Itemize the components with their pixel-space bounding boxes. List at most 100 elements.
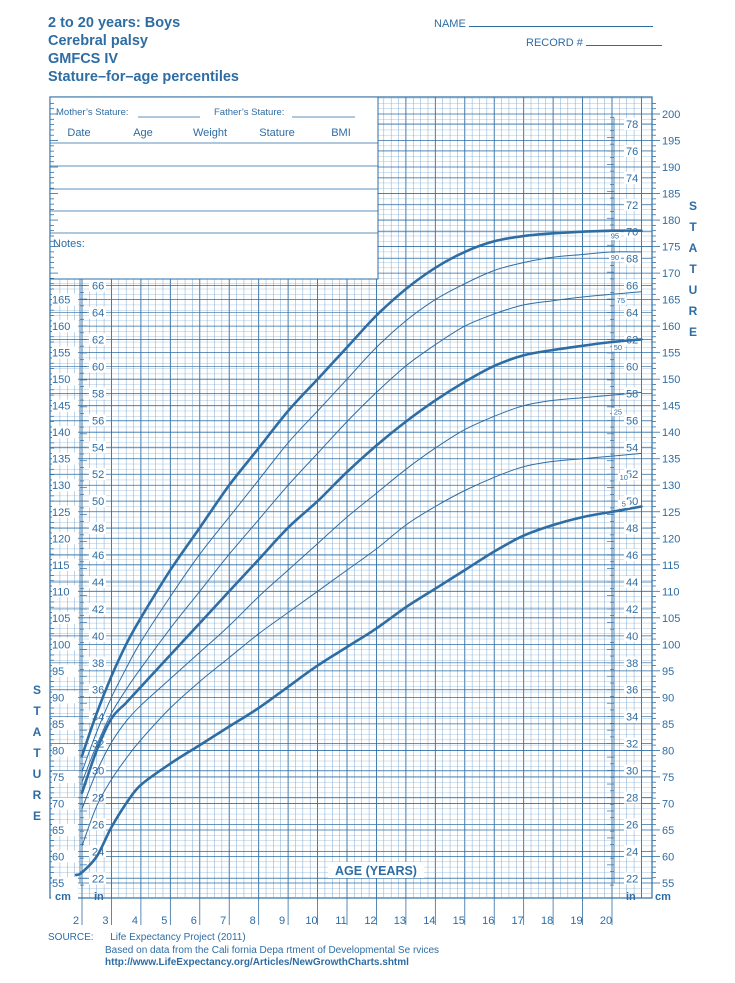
inch-label-right: 78 (626, 119, 638, 131)
y-tick-label-left: 120 (52, 533, 70, 545)
tick-label-bg (661, 744, 685, 757)
inch-label-right: 76 (626, 146, 638, 158)
title-line-1: 2 to 20 years: Boys (48, 15, 181, 31)
y-tick-label-right: 150 (662, 374, 680, 386)
y-tick-label-right: 195 (662, 136, 680, 148)
inch-label-right: 44 (626, 577, 638, 589)
inch-label-right: 64 (626, 308, 638, 320)
name-field[interactable]: NAME (434, 17, 653, 30)
tick-label-bg (52, 399, 78, 412)
y-tick-label-left: 80 (52, 745, 64, 757)
title-line-4: Stature–for–age percentiles (48, 69, 239, 85)
tick-label-bg (624, 710, 641, 723)
y-tick-label-right: 160 (662, 321, 680, 333)
record-input-line[interactable] (585, 36, 662, 46)
tick-label-bg (661, 532, 685, 545)
y-tick-label-right: 190 (662, 162, 680, 174)
source-line-2: Based on data from the Cali fornia Depa … (105, 944, 440, 956)
x-tick-label: 13 (394, 915, 406, 927)
chart-title: 2 to 20 years: Boys Cerebral palsy GMFCS… (48, 14, 239, 86)
tick-label-bg (624, 575, 641, 588)
source-note: SOURCE: Life Expectancy Project (2011) B… (48, 932, 439, 970)
tick-label-bg (89, 656, 106, 669)
left-in-unit: in (94, 891, 104, 903)
y-tick-label-left: 105 (52, 613, 70, 625)
inch-label-left: 62 (92, 335, 104, 347)
x-tick-label: 7 (220, 915, 226, 927)
percentile-curve-95 (80, 229, 643, 757)
y-axis-label-left-letter: A (33, 725, 42, 739)
x-tick-label: 5 (161, 915, 167, 927)
record-box-frame (49, 96, 379, 280)
y-tick-label-right: 115 (662, 560, 680, 572)
left-cm-unit: cm (55, 891, 71, 903)
y-tick-label-right: 105 (662, 613, 680, 625)
y-axis-label-right-letter: A (689, 241, 698, 255)
tick-label-bg (661, 611, 685, 624)
inch-label-right: 72 (626, 200, 638, 212)
y-tick-label-right: 170 (662, 268, 680, 280)
y-tick-label-left: 160 (52, 321, 70, 333)
tick-label-bg (661, 797, 685, 810)
y-tick-label-left: 70 (52, 798, 64, 810)
tick-label-bg (661, 426, 685, 439)
inch-label-left: 54 (92, 442, 104, 454)
percentile-label-bg (614, 296, 627, 305)
y-axis-label-left-letter: U (33, 767, 42, 781)
tick-label-bg (89, 414, 106, 427)
unit-label-bg (51, 887, 78, 909)
tick-label-bg (661, 399, 685, 412)
percentile-curve-75 (81, 291, 642, 783)
inch-label-left: 44 (92, 577, 104, 589)
tick-label-bg (661, 585, 685, 598)
inch-label-right: 48 (626, 523, 638, 535)
x-tick-label: 9 (279, 915, 285, 927)
tick-label-bg (89, 818, 106, 831)
tick-label-bg (661, 240, 685, 253)
tick-label-bg (89, 791, 106, 804)
record-field[interactable]: RECORD # (526, 36, 662, 49)
tick-label-bg (661, 691, 685, 704)
y-tick-label-right: 65 (662, 825, 674, 837)
y-tick-label-right: 200 (662, 109, 680, 121)
y-tick-label-left: 135 (52, 454, 70, 466)
y-axis-label-right-letter: S (689, 199, 697, 213)
source-url[interactable]: http://www.LifeExpectancy.org/Articles/N… (105, 957, 409, 968)
tick-label-bg (624, 656, 641, 669)
y-tick-label-left: 85 (52, 719, 64, 731)
inch-label-left: 40 (92, 631, 104, 643)
y-tick-label-right: 60 (662, 851, 674, 863)
inch-label-left: 46 (92, 550, 104, 562)
tick-label-bg (89, 279, 106, 292)
y-tick-label-right: 155 (662, 348, 680, 360)
tick-label-bg (661, 214, 685, 227)
name-input-line[interactable] (468, 17, 653, 27)
percentile-label-bg (608, 232, 621, 241)
tick-label-bg (52, 373, 78, 386)
inch-label-left: 42 (92, 604, 104, 616)
tick-label-bg (624, 117, 641, 130)
tick-label-bg (624, 845, 641, 858)
tick-label-bg (52, 452, 78, 465)
inch-label-left: 52 (92, 469, 104, 481)
tick-label-bg (661, 373, 685, 386)
tick-label-bg (661, 638, 685, 651)
y-tick-label-left: 90 (52, 692, 64, 704)
tick-label-bg (624, 602, 641, 615)
tick-label-bg (661, 850, 685, 863)
tick-label-bg (661, 108, 685, 120)
inch-label-left: 56 (92, 415, 104, 427)
inch-label-left: 48 (92, 523, 104, 535)
y-tick-label-right: 165 (662, 295, 680, 307)
col-weight: Weight (193, 127, 227, 139)
tick-label-bg (624, 144, 641, 157)
fathers-stature-label: Father’s Stature: (214, 107, 284, 118)
tick-label-bg (52, 797, 78, 810)
inch-label-right: 74 (626, 173, 638, 185)
x-tick-label: 15 (453, 915, 465, 927)
tick-label-bg (624, 252, 641, 265)
tick-label-bg (52, 558, 78, 571)
y-axis-label-left-letter: E (33, 809, 41, 823)
